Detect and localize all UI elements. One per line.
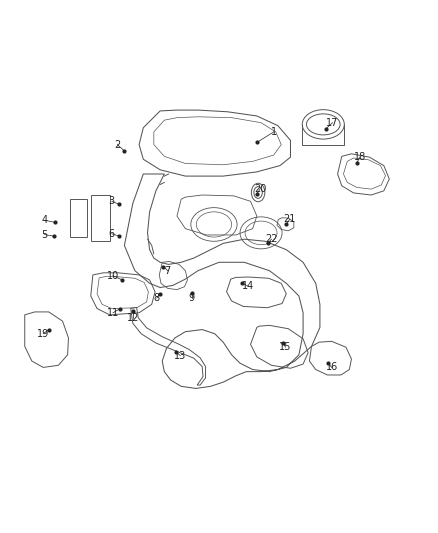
Text: 6: 6 bbox=[109, 229, 115, 239]
Text: 11: 11 bbox=[107, 308, 119, 318]
Text: 20: 20 bbox=[254, 184, 266, 193]
Text: 18: 18 bbox=[354, 152, 366, 162]
Text: 17: 17 bbox=[326, 118, 339, 128]
Text: 21: 21 bbox=[283, 214, 296, 224]
Text: 3: 3 bbox=[109, 196, 115, 206]
Text: 19: 19 bbox=[37, 329, 49, 339]
Text: 10: 10 bbox=[107, 271, 119, 281]
Text: 16: 16 bbox=[325, 362, 338, 373]
Text: 5: 5 bbox=[41, 230, 48, 239]
Text: 2: 2 bbox=[114, 140, 120, 150]
Text: 15: 15 bbox=[279, 342, 292, 352]
Text: 7: 7 bbox=[165, 266, 171, 276]
Text: 13: 13 bbox=[174, 351, 187, 361]
Text: 1: 1 bbox=[271, 127, 277, 137]
Text: 4: 4 bbox=[42, 215, 48, 225]
Text: 8: 8 bbox=[154, 293, 160, 303]
Text: 12: 12 bbox=[127, 313, 139, 323]
Text: 9: 9 bbox=[189, 293, 195, 303]
Text: 14: 14 bbox=[242, 281, 254, 291]
Text: 22: 22 bbox=[265, 234, 278, 244]
